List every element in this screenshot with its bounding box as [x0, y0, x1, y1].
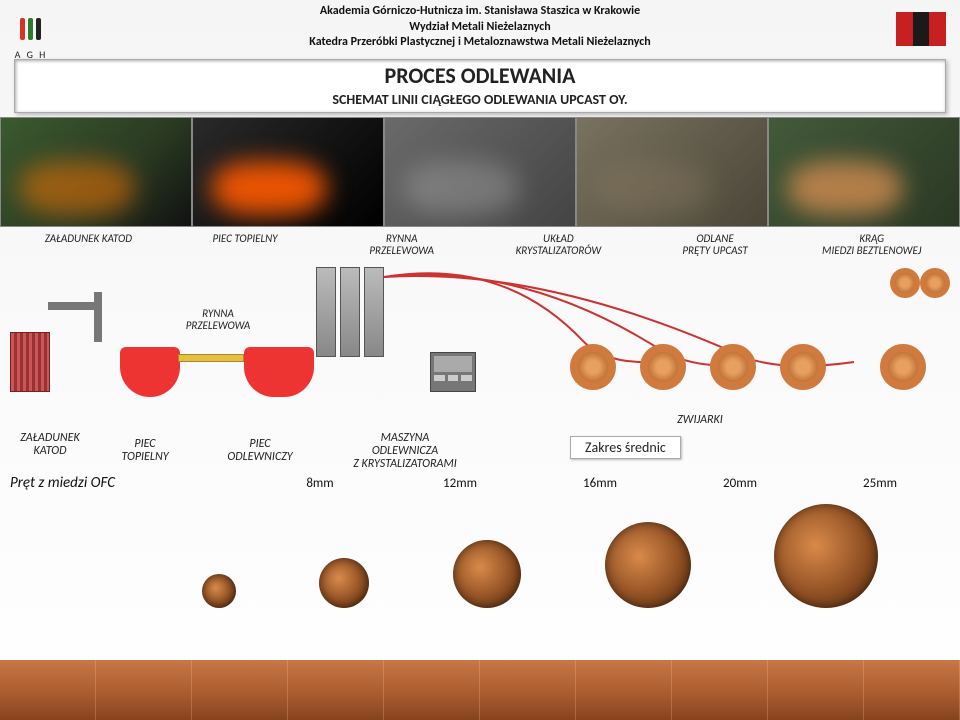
size-16: 16mm [530, 476, 670, 491]
sch-label-cast: PIECODLEWNICZY [220, 438, 300, 464]
sch-coiler-4 [780, 344, 826, 390]
photo-crystallizers [576, 117, 768, 227]
sch-label-melt: PIECTOPIELNY [115, 438, 175, 464]
schematic-labels: ZAŁADUNEKKATOD PIECTOPIELNY PIECODLEWNIC… [10, 432, 950, 472]
label-copper-coil: KRĄGMIEDZI BEZTLENOWEJ [793, 233, 950, 258]
photo-melting-furnace [192, 117, 384, 227]
diameter-range-box: Zakres średnic [570, 436, 681, 459]
photo-labels-row: ZAŁADUNEK KATOD PIEC TOPIELNY RYNNAPRZEL… [10, 233, 950, 258]
copper-texture-bar [0, 660, 960, 720]
sch-loader-col [94, 292, 102, 342]
photo-strip [0, 117, 960, 227]
title-main: PROCES ODLEWANIA [15, 62, 945, 89]
sch-coil-top-2 [920, 268, 950, 298]
label-cathode-loading: ZAŁADUNEK KATOD [10, 233, 167, 258]
sch-loader-arm [48, 302, 98, 310]
rod-label: Pręt z miedzi OFC [10, 474, 160, 492]
sch-label-machine: MASZYNAODLEWNICZAZ KRYSTALIZATORAMI [340, 432, 470, 472]
sch-coiler-5 [880, 344, 926, 390]
title-sub: SCHEMAT LINII CIĄGŁEGO ODLEWANIA UPCAST … [15, 91, 945, 108]
sch-console [430, 352, 476, 392]
size-8: 8mm [250, 476, 390, 491]
header-line-2: Wydział Metali Nieżelaznych [0, 20, 960, 36]
disc-25mm [774, 504, 878, 608]
label-cast-rods: ODLANEPRĘTY UPCAST [637, 233, 794, 258]
process-schematic: RYNNAPRZELEWOWA [10, 262, 950, 432]
sch-label-launder: RYNNAPRZELEWOWA [178, 308, 258, 332]
sch-cathode-loader [10, 332, 50, 392]
sch-crystallizer-3 [364, 267, 384, 357]
photo-copper-coil [768, 117, 960, 227]
sch-coiler-1 [570, 344, 616, 390]
disc-16mm [453, 540, 521, 608]
sch-casting-furnace [244, 347, 314, 397]
header-line-3: Katedra Przeróbki Plastycznej i Metalozn… [0, 35, 960, 51]
sch-crystallizer-1 [316, 267, 336, 357]
disc-8mm [202, 574, 236, 608]
title-box: PROCES ODLEWANIA SCHEMAT LINII CIĄGŁEGO … [14, 59, 946, 113]
header-line-1: Akademia Górniczo-Hutnicza im. Stanisław… [0, 4, 960, 20]
size-20: 20mm [670, 476, 810, 491]
label-launder: RYNNAPRZELEWOWA [323, 233, 480, 258]
sch-coil-top-1 [890, 268, 920, 298]
sch-crystallizer-2 [340, 267, 360, 357]
disc-20mm [605, 522, 691, 608]
disc-12mm [319, 558, 369, 608]
cross-section-row [160, 498, 920, 608]
size-25: 25mm [810, 476, 950, 491]
page-header: Akademia Górniczo-Hutnicza im. Stanisław… [0, 0, 960, 53]
photo-launder [384, 117, 576, 227]
size-row: Pręt z miedzi OFC 8mm 12mm 16mm 20mm 25m… [10, 474, 950, 492]
size-12: 12mm [390, 476, 530, 491]
sch-melting-furnace [120, 347, 180, 397]
sch-coiler-3 [710, 344, 756, 390]
label-crystallizers: UKŁADKRYSTALIZATORÓW [480, 233, 637, 258]
sch-label-loader: ZAŁADUNEKKATOD [10, 432, 90, 458]
sch-launder [178, 354, 244, 362]
sch-label-coilers: ZWIJARKI [660, 414, 740, 427]
photo-cathode-loading [0, 117, 192, 227]
label-melting-furnace: PIEC TOPIELNY [167, 233, 324, 258]
sch-coiler-2 [640, 344, 686, 390]
